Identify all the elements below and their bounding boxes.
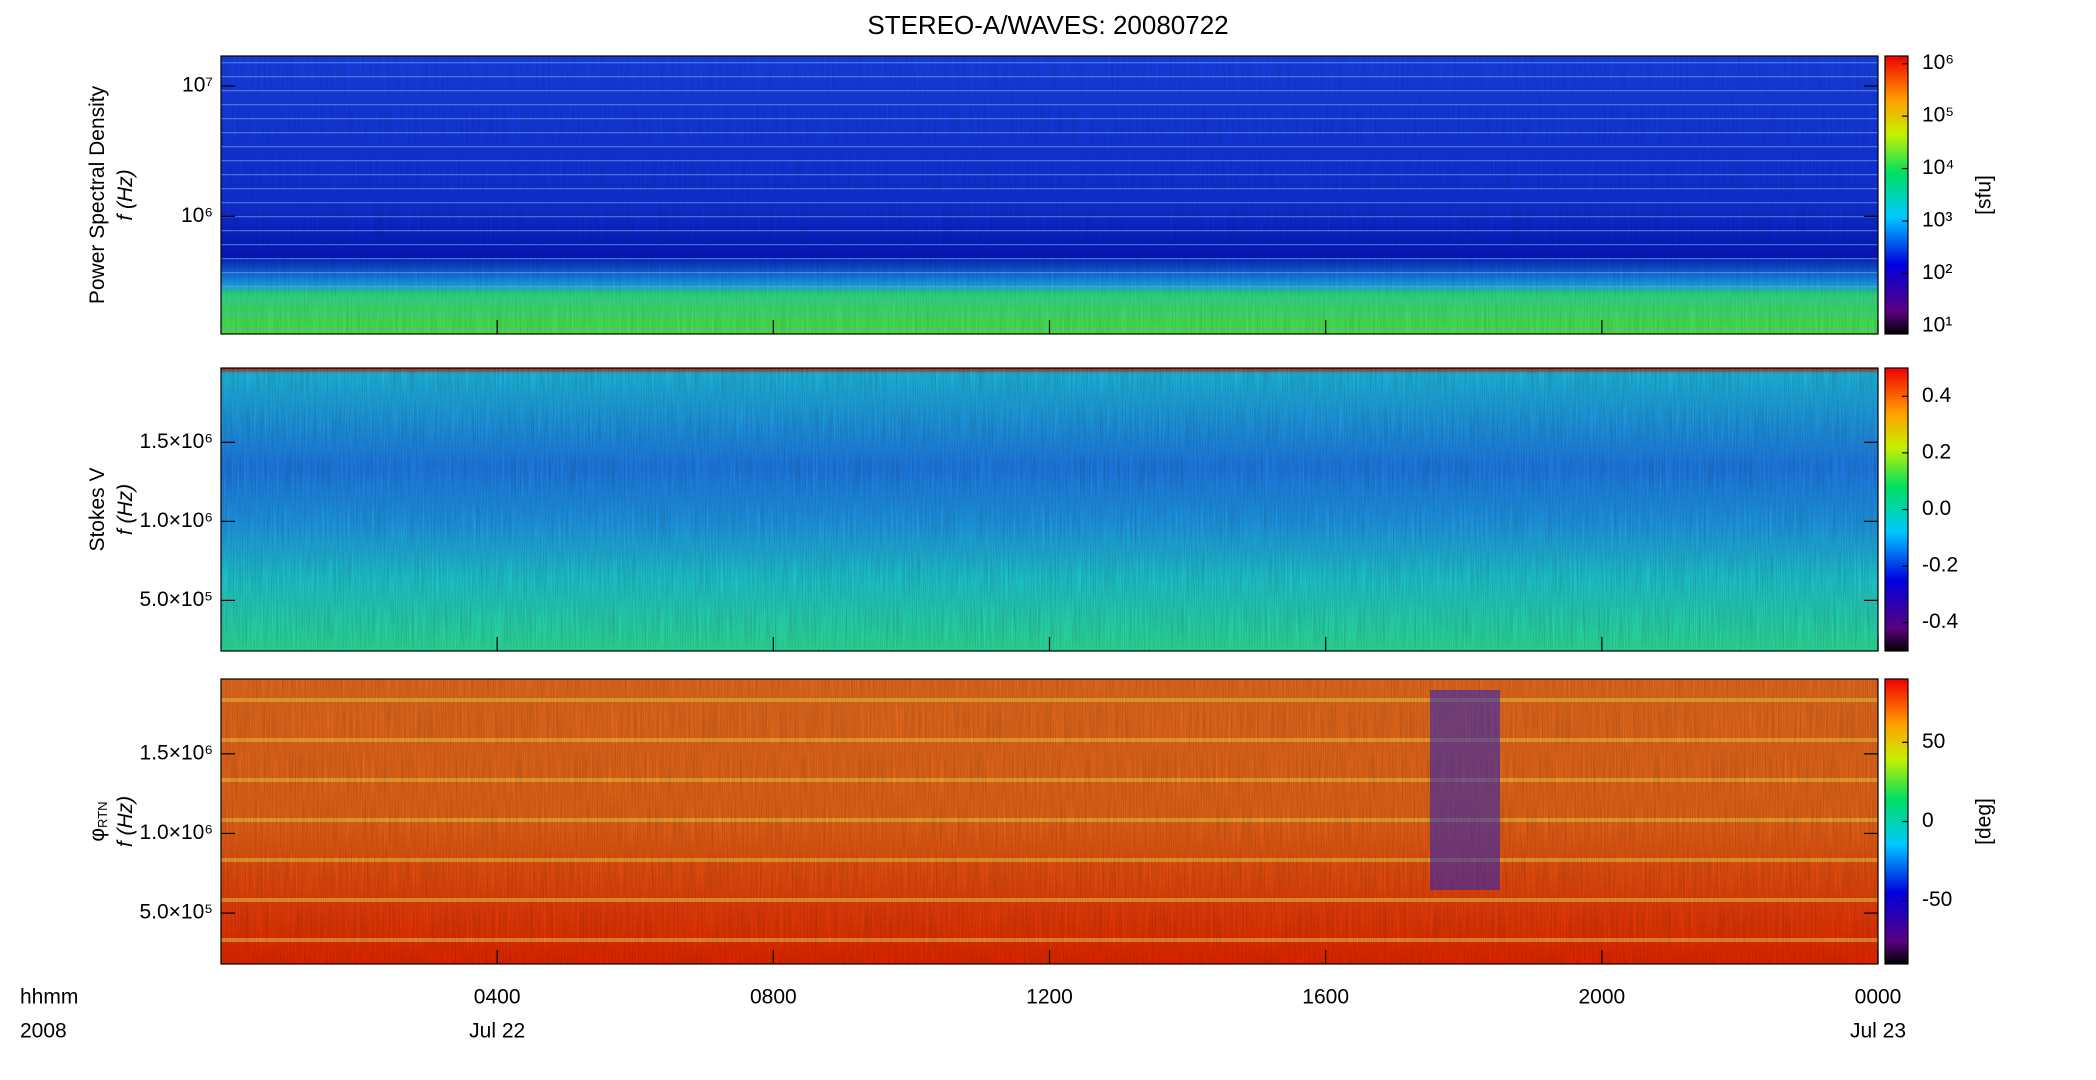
y-tick-label: 5.0×10⁵ bbox=[139, 588, 213, 611]
colorbar-tick-label: 0.0 bbox=[1922, 497, 1951, 520]
colorbar-tick-label: 10⁵ bbox=[1922, 104, 1954, 127]
colorbar-tick-label: 10¹ bbox=[1922, 313, 1952, 336]
y-axis-label-text: Stokes V bbox=[86, 467, 109, 551]
y-axis-label: Stokes V bbox=[86, 467, 109, 551]
x-axis-label: hhmm bbox=[20, 986, 78, 1009]
x-tick-label: 1600 bbox=[1302, 986, 1349, 1009]
y-axis-label: f (Hz) bbox=[114, 169, 137, 220]
colorbar-tick-label: 50 bbox=[1922, 730, 1945, 753]
stokes-noise bbox=[221, 368, 1878, 651]
y-axis-label-sub: RTN bbox=[95, 801, 110, 827]
x-tick-label: 1200 bbox=[1026, 986, 1073, 1009]
y-axis-label-text: f (Hz) bbox=[114, 796, 137, 847]
y-tick-label: 10⁶ bbox=[181, 204, 213, 227]
psd-noise bbox=[221, 56, 1878, 334]
y-axis-label-text: φ bbox=[86, 828, 109, 842]
colorbar-tick-label: 0.2 bbox=[1922, 440, 1951, 463]
x-axis-label: 2008 bbox=[20, 1020, 67, 1043]
colorbar bbox=[1884, 55, 1909, 335]
y-tick-label: 1.5×10⁶ bbox=[140, 741, 213, 764]
colorbar-tick-label: -50 bbox=[1922, 888, 1952, 911]
colorbar-tick-label: 0.4 bbox=[1922, 384, 1952, 407]
colorbar-tick-label: 0 bbox=[1922, 809, 1934, 832]
phi-feature bbox=[1430, 690, 1500, 890]
colorbar-tick-label: 10² bbox=[1922, 261, 1952, 284]
y-tick-label: 5.0×10⁵ bbox=[139, 901, 213, 924]
colorbar-tick-label: 10⁶ bbox=[1922, 51, 1954, 74]
y-tick-label: 1.5×10⁶ bbox=[140, 430, 213, 453]
x-tick-label: 0400 bbox=[474, 986, 521, 1009]
y-axis-label: f (Hz) bbox=[114, 796, 137, 847]
colorbar-label: [sfu] bbox=[1973, 175, 1996, 215]
x-tick-label: 2000 bbox=[1578, 986, 1625, 1009]
chart-title: STEREO-A/WAVES: 20080722 bbox=[867, 10, 1228, 40]
x-date-label: Jul 22 bbox=[469, 1020, 525, 1043]
colorbar-tick-label: -0.4 bbox=[1922, 610, 1959, 633]
y-axis-label-text: f (Hz) bbox=[114, 169, 137, 220]
y-tick-label: 1.0×10⁶ bbox=[140, 509, 213, 532]
spectrogram-images bbox=[221, 56, 1878, 964]
y-axis-label-text: Power Spectral Density bbox=[86, 85, 109, 304]
y-tick-label: 1.0×10⁶ bbox=[140, 821, 213, 844]
y-axis-label: Power Spectral Density bbox=[86, 85, 109, 304]
colorbar-tick-label: -0.2 bbox=[1922, 554, 1958, 577]
y-axis-label: f (Hz) bbox=[114, 484, 137, 535]
y-axis-label: φRTN bbox=[86, 801, 111, 841]
x-date-label: Jul 23 bbox=[1850, 1020, 1906, 1043]
phi-noise bbox=[221, 679, 1878, 964]
y-tick-label: 10⁷ bbox=[182, 74, 213, 97]
y-axis-label-text: f (Hz) bbox=[114, 484, 137, 535]
x-tick-label: 0000 bbox=[1855, 986, 1902, 1009]
colorbar-tick-label: 10⁴ bbox=[1922, 156, 1954, 179]
colorbar-label: [deg] bbox=[1973, 798, 1996, 845]
colorbar-tick-label: 10³ bbox=[1922, 209, 1952, 232]
x-tick-label: 0800 bbox=[750, 986, 797, 1009]
